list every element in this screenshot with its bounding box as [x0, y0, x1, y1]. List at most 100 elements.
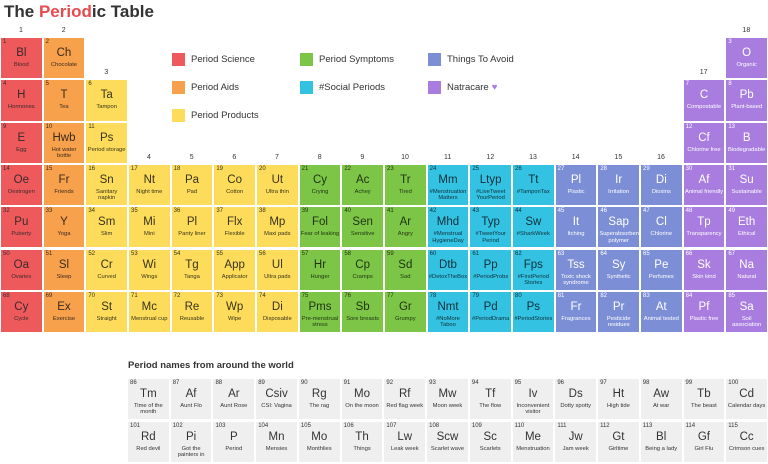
heart-icon: ♥ — [491, 82, 498, 93]
element-symbol: Tp — [697, 216, 711, 229]
element-name: The beast — [691, 403, 717, 409]
title-part: The — [4, 2, 39, 21]
element-number: 46 — [600, 208, 608, 215]
element-name: Natural — [737, 273, 756, 280]
element-symbol: Y — [60, 216, 68, 229]
element-name: Achey — [354, 188, 371, 195]
element-cell: 17 Nt Night time — [128, 163, 171, 207]
element-symbol: Sd — [398, 258, 413, 271]
element-cell: 82 Pr Pesticide residues — [597, 290, 640, 334]
element-symbol: Pl — [570, 173, 582, 186]
element-cell: 56 Ul Ultra pads — [256, 248, 299, 291]
element-cell: 26 Tt #TamponTax — [512, 163, 555, 207]
element-symbol: Di — [655, 173, 667, 186]
element-cell: 8 Pb Plant-based — [725, 79, 768, 122]
element-number: 53 — [131, 250, 138, 257]
legend-swatch — [172, 53, 185, 66]
element-cell: 6 Ta Tampon — [85, 79, 128, 122]
element-name: Red devil — [136, 445, 161, 452]
element-symbol: Sl — [58, 258, 70, 271]
element-number: 94 — [471, 380, 479, 386]
element-name: Cycle — [14, 315, 29, 322]
legend-label: #Social Periods — [319, 82, 385, 93]
element-name: Pad — [186, 188, 198, 195]
title: The Periodic Table — [4, 2, 154, 22]
element-cell: 54 Tg Tanga — [170, 248, 214, 291]
element-cell: 66 Sk Skin kind — [682, 248, 726, 291]
element-number: 61 — [472, 250, 480, 257]
element-symbol: Pf — [698, 300, 710, 313]
element-number: 56 — [259, 250, 266, 257]
element-name: Friends — [54, 188, 74, 195]
element-symbol: St — [101, 300, 113, 313]
element-cell: 73 Wp Wipe — [213, 290, 256, 334]
element-cell: 12 Cf Chlorine free — [682, 121, 726, 164]
element-cell: 87 Af Aunt Flo — [169, 378, 213, 420]
element-symbol: Sm — [98, 216, 116, 229]
element-cell: 36 Pl Panty liner — [170, 206, 214, 249]
element-number: 7 — [685, 81, 689, 88]
element-cell: 99 Tb The beast — [682, 378, 726, 420]
element-number: 11 — [88, 123, 95, 130]
element-symbol: Ht — [612, 388, 625, 400]
element-name: Jam week — [562, 445, 589, 452]
element-cell: 38 Mp Maxi pads — [256, 206, 299, 249]
element-cell: 102 Pi Got the painters in — [169, 420, 213, 463]
element-symbol: C — [699, 89, 709, 102]
element-number: 85 — [728, 292, 736, 299]
element-cell: 104 Mn Mensies — [255, 420, 298, 463]
element-symbol: Tb — [697, 388, 711, 400]
element-number: 3 — [728, 39, 732, 45]
element-cell: 89 Csiv CSI: Vagina — [255, 378, 298, 420]
legend-label: Period Science — [191, 54, 255, 65]
element-name: CSI: Vagina — [261, 403, 292, 409]
element-name: #SharkWeek — [516, 231, 550, 238]
element-name: Sensitive — [350, 231, 375, 238]
element-number: 32 — [3, 208, 10, 215]
element-name: Transparency — [686, 231, 722, 238]
element-symbol: Pd — [483, 300, 498, 313]
element-number: 44 — [515, 208, 522, 215]
element-name: Irritation — [608, 188, 630, 195]
element-symbol: Csiv — [265, 388, 288, 400]
element-name: Fear of leaking — [300, 231, 340, 238]
element-name: Aunt Flo — [180, 403, 202, 409]
element-cell: 7 C Compostable — [682, 79, 726, 122]
element-symbol: It — [572, 216, 580, 229]
element-name: Moon week — [432, 403, 463, 409]
legend-text: Period Aids — [191, 82, 240, 93]
element-name: Sustainable — [731, 188, 762, 195]
element-cell: 65 Pe Perfumes — [640, 248, 683, 291]
element-symbol: Wi — [142, 258, 157, 271]
group-number: 13 — [529, 153, 537, 161]
legend-swatch — [172, 109, 185, 122]
element-cell: 11 Ps Period storage — [85, 121, 128, 164]
element-number: 101 — [130, 422, 141, 429]
element-symbol: H — [17, 89, 26, 102]
legend-text: #Social Periods — [319, 82, 386, 93]
element-symbol: Cy — [14, 300, 29, 313]
element-symbol: Ar — [228, 388, 240, 400]
element-name: Straight — [96, 315, 117, 322]
element-cell: 77 Gr Grumpy — [384, 290, 427, 334]
element-symbol: Co — [227, 173, 242, 186]
element-symbol: Sa — [739, 300, 754, 313]
element-symbol: Af — [185, 388, 197, 400]
element-symbol: Af — [698, 173, 710, 186]
element-name: Soil association — [732, 315, 762, 329]
element-cell: 51 Sl Sleep — [42, 248, 86, 291]
group-number: 8 — [317, 153, 322, 161]
element-symbol: Pb — [739, 89, 754, 102]
element-name: Skin kind — [692, 273, 716, 280]
element-cell: 31 Su Sustainable — [725, 163, 768, 207]
element-symbol: Ul — [271, 258, 283, 271]
group-number: 2 — [61, 27, 66, 34]
element-number: 64 — [600, 250, 608, 257]
element-number: 33 — [45, 208, 53, 215]
element-name: Tea — [59, 104, 69, 111]
element-number: 15 — [45, 165, 53, 172]
element-cell: 1 Bl Blood — [0, 37, 43, 80]
element-symbol: Sy — [611, 258, 626, 271]
group-number: 15 — [614, 153, 623, 161]
